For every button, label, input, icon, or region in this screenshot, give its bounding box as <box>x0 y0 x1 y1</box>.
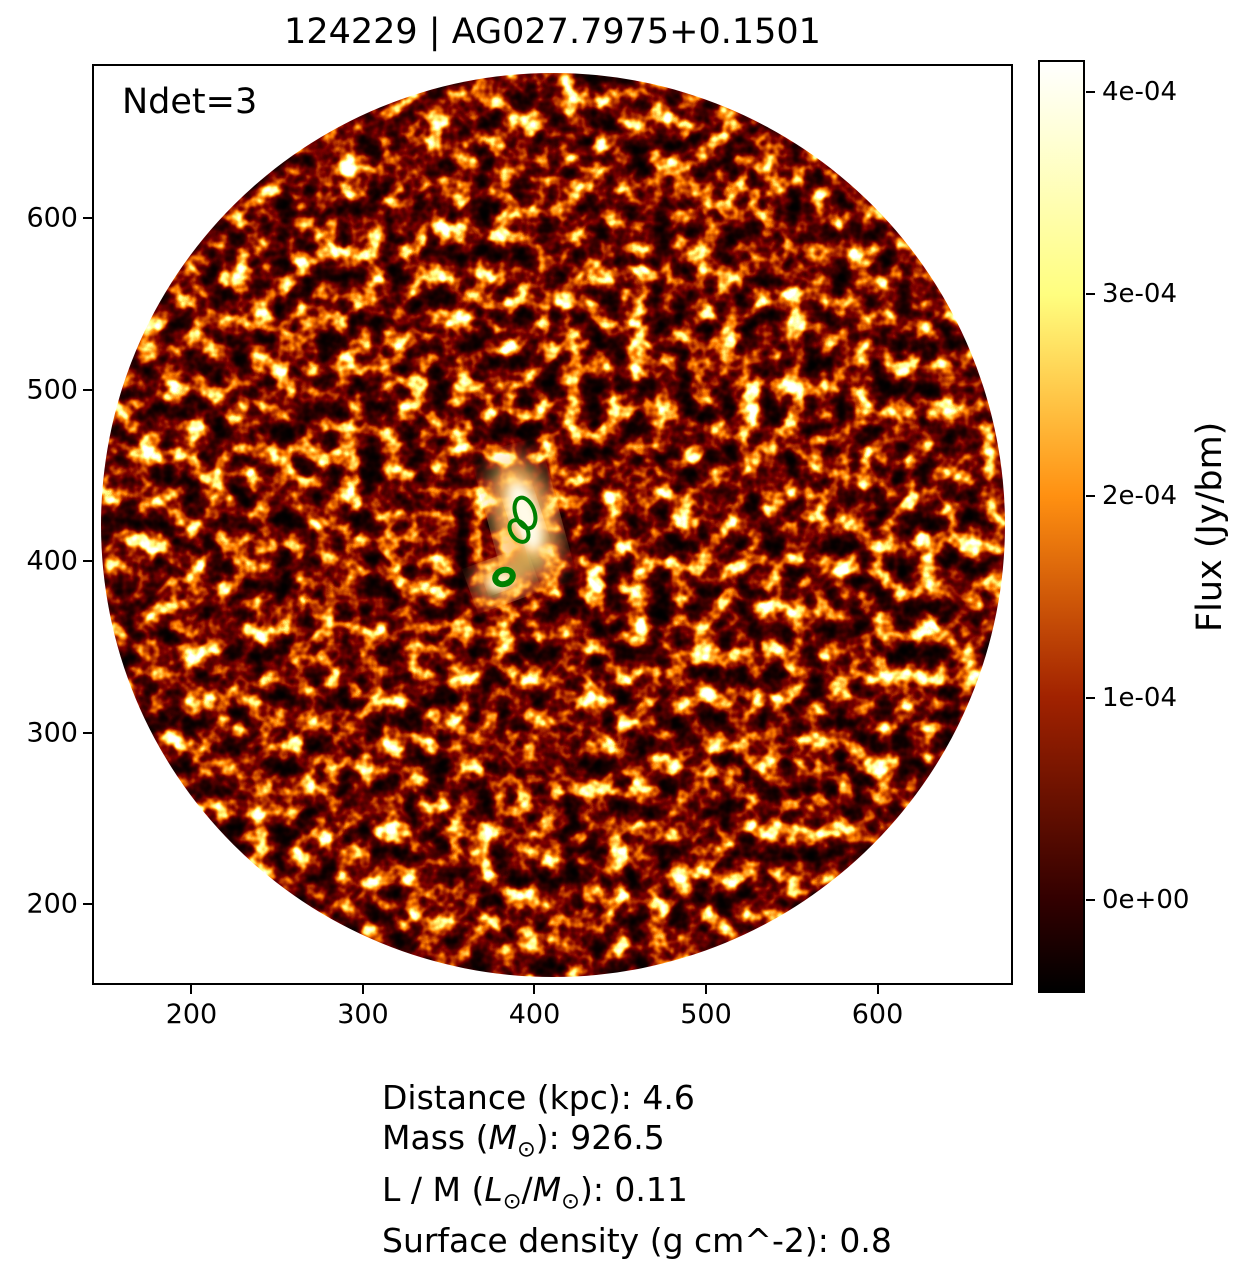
footer-text-segment: Surface density (g cm^-2): 0.8 <box>382 1221 892 1261</box>
colorbar-tick-mark <box>1086 91 1095 94</box>
colorbar-tick-label: 3e-04 <box>1102 279 1178 310</box>
observed-field-circle <box>101 73 1005 977</box>
x-tick-mark <box>361 985 364 994</box>
footer-text-segment: / <box>521 1169 533 1209</box>
y-tick-mark <box>83 731 92 734</box>
x-tick-mark <box>876 985 879 994</box>
ndet-annotation: Ndet=3 <box>122 82 258 122</box>
colorbar-tick-label: 2e-04 <box>1102 481 1178 512</box>
colorbar-tick-mark <box>1086 495 1095 498</box>
y-tick-label: 300 <box>26 717 78 749</box>
y-tick-label: 400 <box>26 545 78 577</box>
contour-ellipse <box>512 495 538 531</box>
footer-text-segment: M <box>488 1118 517 1157</box>
footer-text-segment: ): 926.5 <box>535 1118 665 1157</box>
x-tick-label: 400 <box>508 999 561 1030</box>
footer-line: Surface density (g cm^-2): 0.8 <box>382 1221 892 1261</box>
footer-text-segment: L <box>484 1169 503 1209</box>
footer-text-segment: L / M ( <box>382 1169 485 1209</box>
colorbar-tick-mark <box>1086 899 1095 902</box>
footer-line: Mass (M⊙): 926.5 <box>382 1118 892 1170</box>
footer-text-segment: Distance (kpc): 4.6 <box>382 1078 695 1117</box>
plot-area: Ndet=3 <box>92 64 1013 985</box>
footer-text-segment: M <box>532 1169 562 1209</box>
y-tick-mark <box>83 388 92 391</box>
footer-text-segment: ⊙ <box>516 1136 536 1163</box>
x-tick-mark <box>190 985 193 994</box>
y-tick-mark <box>83 217 92 220</box>
x-tick-label: 600 <box>851 999 904 1030</box>
contour-ellipse <box>507 518 531 544</box>
y-tick-mark <box>83 903 92 906</box>
y-tick-label: 500 <box>26 374 78 406</box>
x-tick-label: 200 <box>165 999 218 1030</box>
footer-text-segment: Mass ( <box>382 1118 489 1157</box>
footer-text-segment: ⊙ <box>561 1188 580 1215</box>
source-properties-text: Distance (kpc): 4.6 Mass (M⊙): 926.5 L / M… <box>382 1078 892 1261</box>
footer-text-segment: ⊙ <box>502 1188 522 1215</box>
colorbar <box>1038 60 1085 993</box>
contour-ellipse <box>492 566 516 588</box>
colorbar-tick-mark <box>1086 293 1095 296</box>
footer-text-segment: ): 0.11 <box>579 1169 688 1209</box>
source-contours <box>492 495 538 588</box>
x-tick-label: 300 <box>337 999 389 1030</box>
footer-line: Distance (kpc): 4.6 <box>382 1078 892 1118</box>
colorbar-axis-label: Flux (Jy/bm) <box>1190 421 1230 632</box>
x-tick-label: 500 <box>680 999 732 1030</box>
y-tick-mark <box>83 560 92 563</box>
y-tick-label: 600 <box>26 202 78 234</box>
footer-line: L / M (L⊙/M⊙): 0.11 <box>382 1170 892 1222</box>
colorbar-tick-mark <box>1086 697 1095 700</box>
colorbar-tick-label: 0e+00 <box>1102 885 1190 916</box>
y-tick-label: 200 <box>26 888 78 920</box>
flux-map-image <box>101 73 1005 977</box>
x-tick-mark <box>705 985 707 994</box>
plot-title: 124229 | AG027.7975+0.1501 <box>284 12 821 52</box>
x-tick-mark <box>533 985 536 994</box>
colorbar-tick-label: 4e-04 <box>1102 77 1178 108</box>
colorbar-tick-label: 1e-04 <box>1102 683 1178 714</box>
